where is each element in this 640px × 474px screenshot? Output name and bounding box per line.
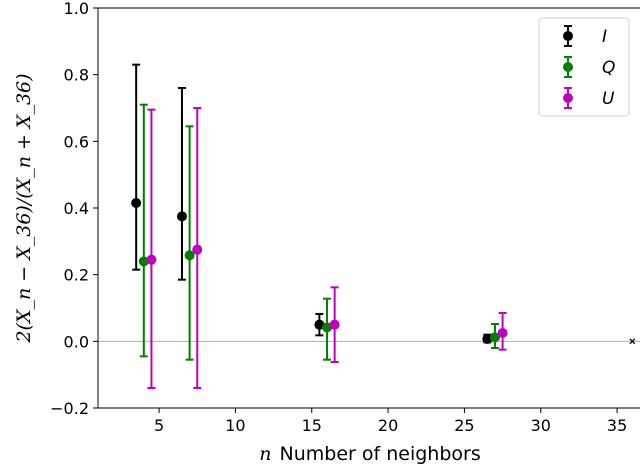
marker-I-2: [314, 319, 325, 330]
marker-I-0: [131, 198, 142, 208]
x-tick-label-35: 35: [607, 416, 627, 435]
marker-Q-1: [184, 250, 195, 261]
x-axis-label-math: n: [259, 443, 271, 465]
legend-label-U: U: [602, 89, 615, 109]
point-U-1: [192, 107, 203, 389]
legend-entry-Q: Q: [563, 56, 615, 78]
point-Q-1: [184, 125, 195, 361]
legend-entry-U: U: [563, 87, 615, 109]
legend-marker-U: [563, 93, 573, 103]
x-tick-label-15: 15: [302, 416, 322, 435]
point-U-3: [497, 312, 508, 351]
legend-marker-I: [563, 31, 573, 41]
y-tick-label-0: −0.2: [50, 399, 89, 418]
marker-U-0: [146, 254, 157, 265]
point-Q-3: [489, 323, 500, 349]
y-tick-label-2: 0.2: [64, 266, 89, 285]
y-tick-label-6: 1.0: [64, 0, 89, 18]
legend-marker-Q: [563, 62, 573, 72]
x-tick-label-5: 5: [154, 416, 164, 435]
x-tick-label-20: 20: [378, 416, 398, 435]
point-I-2: [314, 313, 325, 337]
point-I-1: [176, 87, 187, 281]
legend-label-Q: Q: [602, 58, 615, 78]
point-U-2: [329, 286, 340, 363]
point-I-0: [131, 63, 142, 271]
point-Q-0: [138, 103, 149, 358]
marker-I-3: [482, 334, 493, 344]
reference-point-marker: [629, 338, 636, 345]
marker-Q-0: [138, 256, 149, 267]
point-Q-2: [322, 297, 333, 361]
point-I-3: [482, 333, 493, 344]
x-axis-label-text: Number of neighbors: [280, 443, 481, 465]
marker-U-1: [192, 244, 203, 255]
legend-box: [538, 17, 630, 117]
y-axis-label: 2(X_n − X_36)/(X_n + X_36): [13, 73, 35, 343]
marker-Q-2: [322, 322, 333, 333]
legend-label-I: I: [602, 27, 607, 47]
y-tick-label-4: 0.6: [64, 132, 89, 151]
reference-x-stroke-2: [629, 338, 636, 345]
legend-entry-I: I: [563, 25, 607, 47]
point-U-0: [146, 108, 157, 389]
y-tick-label-3: 0.4: [64, 199, 89, 218]
x-tick-label-30: 30: [531, 416, 551, 435]
x-axis-label: n Number of neighbors: [259, 443, 480, 465]
marker-Q-3: [489, 332, 500, 343]
marker-I-1: [176, 211, 187, 222]
x-tick-label-10: 10: [225, 416, 245, 435]
marker-U-2: [329, 319, 340, 330]
y-tick-label-5: 0.8: [64, 66, 89, 85]
y-tick-label-1: 0.0: [64, 332, 89, 351]
marker-U-3: [497, 328, 508, 338]
x-tick-label-25: 25: [454, 416, 474, 435]
